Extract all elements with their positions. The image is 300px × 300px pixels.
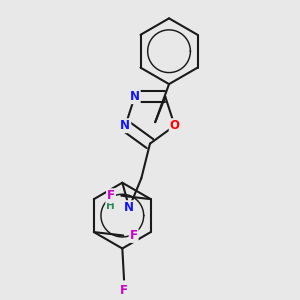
Text: N: N: [124, 201, 134, 214]
Text: N: N: [120, 119, 130, 132]
Text: O: O: [170, 119, 180, 132]
Text: H: H: [106, 201, 115, 211]
Text: N: N: [130, 90, 140, 103]
Text: F: F: [120, 284, 128, 296]
Text: F: F: [107, 189, 115, 202]
Text: F: F: [130, 229, 138, 242]
